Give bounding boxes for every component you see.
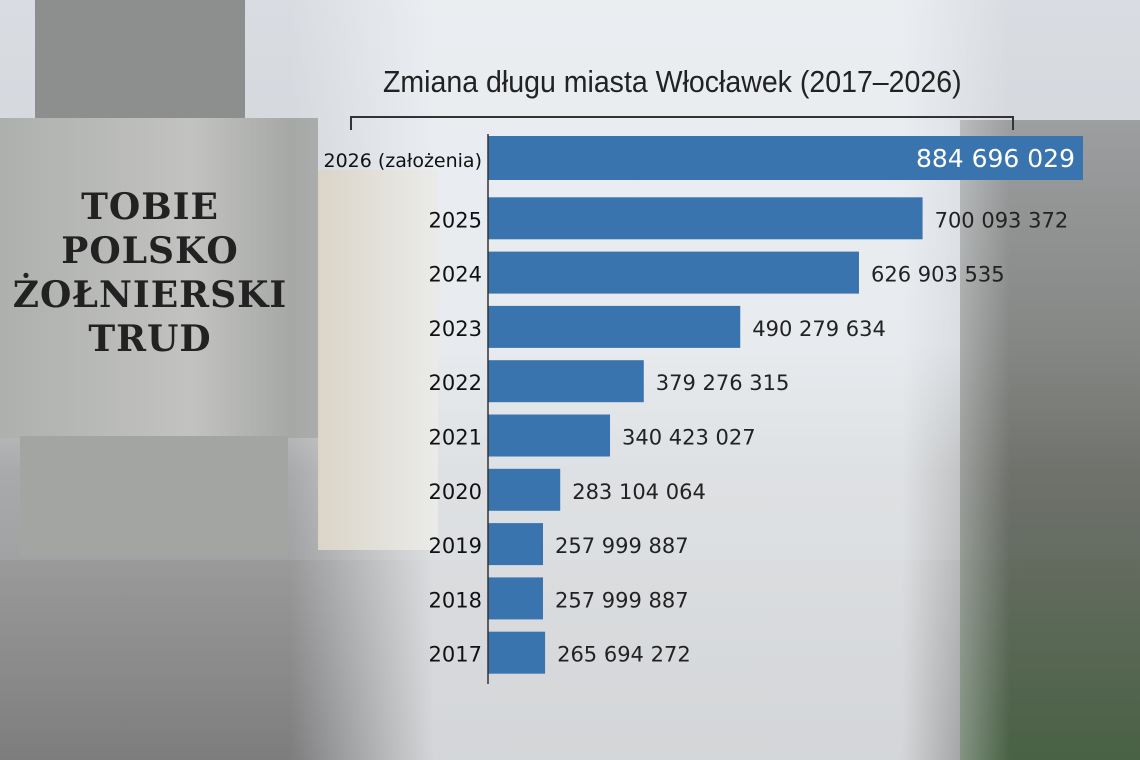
value-label: 490 279 634 [752, 317, 886, 341]
inscription-line: TRUD [88, 318, 212, 360]
bar [488, 523, 543, 566]
category-label: 2026 (założenia) [324, 150, 483, 172]
category-label: 2022 [429, 371, 482, 395]
bar [488, 251, 859, 294]
background-monument [0, 118, 318, 438]
category-label: 2017 [429, 643, 482, 667]
bar [488, 197, 923, 240]
inscription-line: POLSKO [61, 230, 239, 272]
bar [488, 631, 546, 674]
bar [488, 305, 741, 348]
category-label: 2018 [429, 588, 482, 612]
bar [488, 468, 561, 511]
value-label: 283 104 064 [572, 480, 706, 504]
title-bracket [350, 116, 1014, 130]
value-label: 884 696 029 [916, 144, 1075, 173]
monument-inscription: TOBIE POLSKO ŻOŁNIERSKI TRUD [0, 185, 300, 361]
category-label: 2020 [429, 480, 482, 504]
background-monument-base [20, 436, 288, 556]
inscription-line: ŻOŁNIERSKI [12, 274, 288, 316]
value-label: 340 423 027 [622, 426, 756, 450]
background-monument-top [35, 0, 245, 120]
chart-backdrop [290, 0, 1010, 760]
category-label: 2019 [429, 534, 482, 558]
bar [488, 136, 1083, 180]
inscription-line: TOBIE [81, 186, 219, 228]
value-label: 257 999 887 [555, 534, 689, 558]
bar [488, 360, 644, 403]
bar [488, 414, 611, 457]
category-label: 2025 [429, 208, 482, 232]
category-label: 2023 [429, 317, 482, 341]
category-label: 2024 [429, 263, 482, 287]
bar [488, 577, 543, 620]
chart-title: Zmiana długu miasta Włocławek (2017–2026… [383, 64, 962, 99]
value-label: 257 999 887 [555, 588, 689, 612]
value-label: 700 093 372 [935, 208, 1069, 232]
value-label: 265 694 272 [557, 643, 691, 667]
value-label: 379 276 315 [656, 371, 790, 395]
value-label: 626 903 535 [871, 263, 1005, 287]
category-label: 2021 [429, 426, 482, 450]
